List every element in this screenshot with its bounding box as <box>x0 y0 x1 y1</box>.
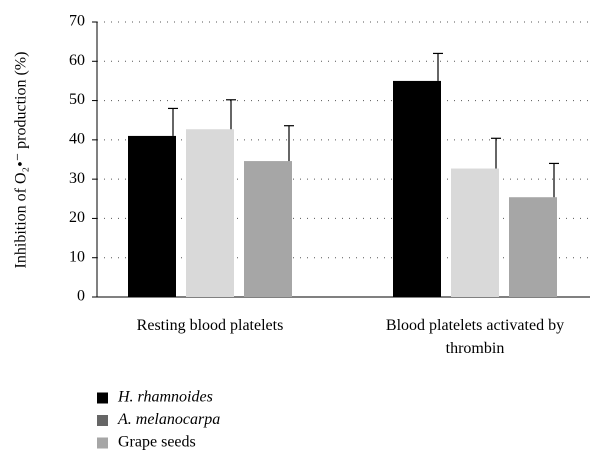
bar <box>509 197 557 297</box>
legend-swatch <box>97 437 108 449</box>
y-tick-label: 20 <box>69 209 85 226</box>
y-tick-label: 60 <box>69 52 85 69</box>
y-axis-label: Inhibition of O₂•⁻ production (%) <box>13 52 30 269</box>
bar <box>244 161 292 297</box>
y-tick-label: 30 <box>69 170 85 187</box>
bar <box>393 80 441 297</box>
y-tick-label: 40 <box>69 131 85 148</box>
bar <box>186 129 234 297</box>
legend-swatch <box>97 415 108 426</box>
x-tick-label: Blood platelets activated by thrombin <box>385 317 565 357</box>
bar <box>128 135 176 297</box>
y-tick-label: 50 <box>69 91 85 108</box>
legend-swatch <box>97 392 108 404</box>
y-tick-label: 0 <box>77 288 85 305</box>
x-tick-label: Resting blood platelets <box>136 317 284 334</box>
legend-label: A. melanocarpa <box>117 411 220 428</box>
legend-label: Grape seeds <box>118 434 196 451</box>
y-tick-label: 70 <box>69 13 85 30</box>
y-tick-label: 10 <box>69 248 85 265</box>
legend-label: H. rhamnoides <box>117 389 213 406</box>
bar <box>451 168 499 297</box>
